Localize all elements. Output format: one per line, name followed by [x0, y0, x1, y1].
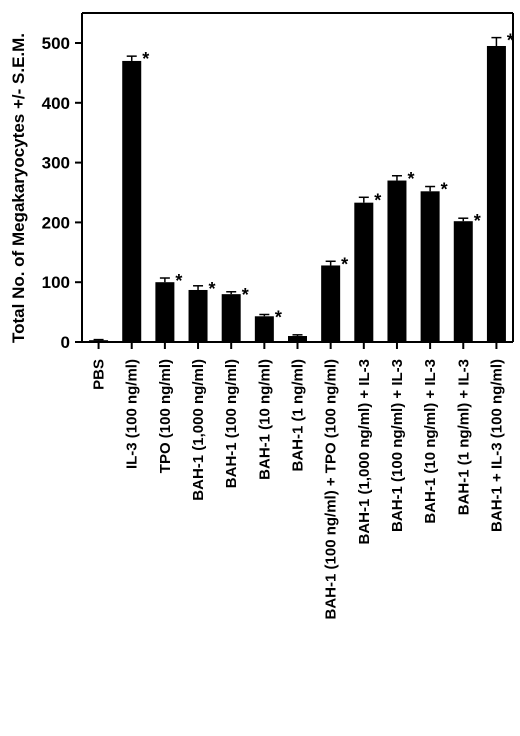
significance-star: * — [275, 307, 282, 327]
bar — [155, 282, 175, 342]
bar — [188, 289, 208, 342]
category-label: BAH-1 (10 ng/ml) + IL-3 — [422, 359, 439, 524]
bar — [321, 265, 341, 342]
category-label: TPO (100 ng/ml) — [157, 359, 174, 473]
category-label: BAH-1 + IL-3 (100 ng/ml) — [488, 359, 505, 532]
bar — [221, 294, 241, 342]
bar — [453, 221, 473, 342]
bar — [420, 191, 440, 342]
significance-star: * — [209, 279, 216, 299]
category-label: BAH-1 (100 ng/ml) + TPO (100 ng/ml) — [323, 359, 340, 619]
significance-star: * — [175, 271, 182, 291]
significance-star: * — [374, 190, 381, 210]
bar — [387, 180, 407, 342]
category-label: BAH-1 (10 ng/ml) — [256, 359, 273, 480]
y-axis-title: Total No. of Megakaryocytes +/- S.E.M. — [9, 33, 28, 343]
significance-star: * — [407, 169, 414, 189]
bar — [354, 202, 374, 342]
bars — [89, 36, 506, 343]
category-label: BAH-1 (100 ng/ml) + IL-3 — [389, 359, 406, 532]
significance-star: * — [474, 211, 481, 231]
category-label: BAH-1 (100 ng/ml) — [223, 359, 240, 488]
labels: 0 100 200 300 400 500 PBS * IL-3 (100 ng/ml) * TPO… — [42, 31, 514, 620]
significance-star: * — [441, 180, 448, 200]
bar — [89, 340, 109, 342]
y-tick-label: 400 — [42, 94, 70, 113]
y-tick-label: 300 — [42, 154, 70, 173]
y-tick-label: 100 — [42, 273, 70, 292]
category-label: PBS — [91, 359, 108, 390]
y-tick-label: 200 — [42, 213, 70, 232]
bar — [486, 45, 506, 343]
category-label: BAH-1 (1 ng/ml) — [290, 359, 307, 472]
significance-star: * — [142, 49, 149, 69]
category-label: IL-3 (100 ng/ml) — [124, 359, 141, 469]
category-label: BAH-1 (1 ng/ml) + IL-3 — [455, 359, 472, 515]
bar — [288, 336, 307, 342]
category-label: BAH-1 (1,000 ng/ml) — [190, 359, 207, 501]
bar — [254, 316, 274, 342]
y-tick-label: 0 — [61, 333, 70, 352]
significance-star: * — [242, 285, 249, 305]
bar — [122, 60, 142, 342]
significance-star: * — [341, 254, 348, 274]
significance-star: * — [507, 31, 514, 51]
category-label: BAH-1 (1,000 ng/ml) + IL-3 — [356, 359, 373, 544]
axes — [75, 12, 514, 349]
y-tick-label: 500 — [42, 34, 70, 53]
